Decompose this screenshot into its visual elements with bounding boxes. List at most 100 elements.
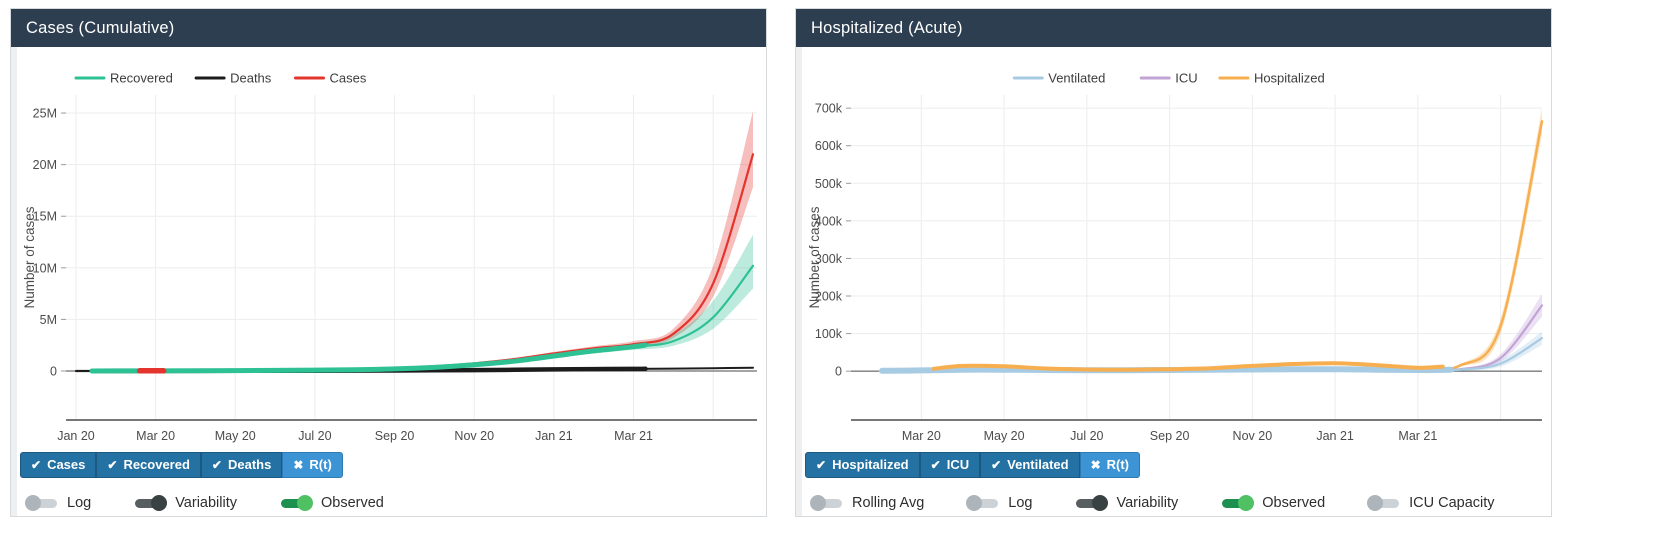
legend-item-deaths[interactable]: Deaths bbox=[194, 71, 272, 86]
svg-text:15M: 15M bbox=[33, 210, 57, 224]
svg-text:700k: 700k bbox=[815, 102, 843, 116]
series-observed-recovered bbox=[89, 342, 648, 374]
switch-track bbox=[135, 495, 168, 511]
svg-text:5M: 5M bbox=[40, 313, 57, 327]
switch-observed[interactable]: Observed bbox=[280, 495, 384, 511]
chart-option-switches: Log Variability Observed bbox=[25, 495, 766, 511]
svg-text:500k: 500k bbox=[815, 177, 843, 191]
svg-text:0: 0 bbox=[835, 365, 842, 379]
panel-cases-cumulative: Cases (Cumulative) 0 5M 10M 15M 20M 25M Jan 20… bbox=[10, 8, 767, 517]
svg-text:Jul 20: Jul 20 bbox=[298, 429, 331, 443]
switch-log[interactable]: Log bbox=[25, 495, 91, 511]
toggle-button-label: Hospitalized bbox=[832, 457, 909, 472]
y-axis-title: Number of cases bbox=[22, 206, 37, 308]
switch-knob bbox=[296, 495, 313, 511]
legend-item-icu[interactable]: ICU bbox=[1139, 71, 1198, 86]
switch-label: Variability bbox=[175, 495, 237, 511]
switch-label: Observed bbox=[320, 495, 384, 511]
switch-variability[interactable]: Variability bbox=[135, 495, 237, 511]
check-icon: ✔ bbox=[211, 457, 222, 472]
series-toggle-buttons: ✔ Cases ✔ Recovered ✔ Deaths ✖ R(t) bbox=[20, 452, 343, 478]
toggle-button-ventilated[interactable]: ✔ Ventilated bbox=[980, 452, 1080, 478]
switch-knob bbox=[1238, 495, 1255, 511]
check-icon: ✔ bbox=[31, 457, 42, 472]
switch-knob bbox=[25, 495, 41, 511]
switch-knob bbox=[1367, 495, 1384, 511]
svg-text:20M: 20M bbox=[33, 158, 57, 172]
x-icon: ✖ bbox=[293, 457, 304, 472]
svg-text:May 20: May 20 bbox=[984, 429, 1025, 443]
gridlines bbox=[851, 95, 1542, 420]
toggle-button-r-t[interactable]: ✖ R(t) bbox=[1079, 452, 1141, 478]
switch-log[interactable]: Log bbox=[966, 495, 1033, 511]
switch-label: Rolling Avg bbox=[852, 495, 925, 511]
svg-text:Jan 21: Jan 21 bbox=[535, 429, 573, 443]
switch-icu-capacity[interactable]: ICU Capacity bbox=[1367, 495, 1495, 511]
switch-track bbox=[1367, 495, 1400, 511]
x-axis-ticks: Mar 20 May 20 Jul 20 Sep 20 Nov 20 Jan 21 Mar … bbox=[902, 429, 1437, 443]
switch-track bbox=[810, 495, 842, 511]
toggle-button-icu[interactable]: ✔ ICU bbox=[919, 452, 981, 478]
series-toggle-buttons: ✔ Hospitalized ✔ ICU ✔ Ventilated ✖ R(t) bbox=[805, 452, 1141, 478]
panel-header: Hospitalized (Acute) bbox=[796, 9, 1551, 47]
legend-label: Ventilated bbox=[1048, 71, 1105, 86]
toggle-button-label: R(t) bbox=[309, 457, 332, 472]
switch-label: Log bbox=[1008, 495, 1033, 511]
toggle-button-label: Deaths bbox=[227, 457, 272, 472]
svg-text:25M: 25M bbox=[33, 107, 57, 121]
panel-title: Hospitalized (Acute) bbox=[811, 19, 963, 37]
switch-knob bbox=[966, 495, 983, 511]
toggle-button-recovered[interactable]: ✔ Recovered bbox=[96, 452, 201, 478]
svg-text:400k: 400k bbox=[815, 214, 843, 228]
svg-text:May 20: May 20 bbox=[215, 429, 256, 443]
switch-knob bbox=[1092, 495, 1109, 511]
legend-item-ventilated[interactable]: Ventilated bbox=[1012, 71, 1105, 86]
switch-knob bbox=[151, 495, 168, 511]
switch-label: Observed bbox=[1262, 495, 1326, 511]
legend-label: Cases bbox=[330, 71, 367, 86]
hospitalized-acute-chart: 0 100k 200k 300k 400k 500k 600k 700k Mar 20 May 2… bbox=[805, 52, 1548, 446]
switch-observed[interactable]: Observed bbox=[1222, 495, 1325, 511]
toggle-button-cases[interactable]: ✔ Cases bbox=[20, 452, 97, 478]
legend-item-cases[interactable]: Cases bbox=[294, 71, 367, 86]
toggle-button-hospitalized[interactable]: ✔ Hospitalized bbox=[805, 452, 920, 478]
toggle-button-label: Ventilated bbox=[1007, 457, 1069, 472]
chart-background bbox=[20, 52, 763, 446]
x-axis-ticks: Jan 20 Mar 20 May 20 Jul 20 Sep 20 Nov 20 Jan … bbox=[57, 429, 653, 443]
y-axis-ticks: 0 5M 10M 15M 20M 25M bbox=[33, 107, 66, 378]
panel-body: 0 5M 10M 15M 20M 25M Jan 20 Mar 20 May 20 Jul 20 S… bbox=[11, 47, 766, 516]
legend-label: Recovered bbox=[110, 71, 173, 86]
svg-text:0: 0 bbox=[50, 364, 57, 378]
svg-text:Jan 20: Jan 20 bbox=[57, 429, 95, 443]
switch-label: ICU Capacity bbox=[1409, 495, 1495, 511]
switch-track bbox=[966, 495, 999, 511]
toggle-button-deaths[interactable]: ✔ Deaths bbox=[200, 452, 283, 478]
check-icon: ✔ bbox=[816, 457, 827, 472]
cases-cumulative-chart: 0 5M 10M 15M 20M 25M Jan 20 Mar 20 May 20 Jul 20 S… bbox=[20, 52, 763, 446]
toggle-button-label: R(t) bbox=[1106, 457, 1130, 472]
legend-label: Deaths bbox=[230, 71, 272, 86]
legend-label: ICU bbox=[1175, 71, 1197, 86]
series-observed-hospitalized bbox=[931, 361, 1445, 372]
svg-text:100k: 100k bbox=[815, 327, 843, 341]
toggle-button-label: Cases bbox=[47, 457, 86, 472]
toggle-button-r-t[interactable]: ✖ R(t) bbox=[282, 452, 343, 478]
chart-option-switches: Rolling Avg Log Variability Observed ICU Cap… bbox=[810, 495, 1551, 511]
switch-label: Variability bbox=[1116, 495, 1179, 511]
switch-rolling-avg[interactable]: Rolling Avg bbox=[810, 495, 925, 511]
switch-variability[interactable]: Variability bbox=[1076, 495, 1178, 511]
toggle-button-label: ICU bbox=[946, 457, 970, 472]
dashboard: Cases (Cumulative) 0 5M 10M 15M 20M 25M Jan 20… bbox=[10, 8, 1552, 517]
legend-item-hospitalized[interactable]: Hospitalized bbox=[1218, 71, 1325, 86]
svg-text:300k: 300k bbox=[815, 252, 843, 266]
svg-text:Mar 21: Mar 21 bbox=[614, 429, 653, 443]
toggle-button-label: Recovered bbox=[123, 457, 190, 472]
svg-text:10M: 10M bbox=[33, 261, 57, 275]
check-icon: ✔ bbox=[930, 457, 941, 472]
check-icon: ✔ bbox=[991, 457, 1002, 472]
check-icon: ✔ bbox=[107, 457, 118, 472]
legend-label: Hospitalized bbox=[1254, 71, 1325, 86]
svg-text:Mar 20: Mar 20 bbox=[136, 429, 175, 443]
svg-text:Mar 20: Mar 20 bbox=[902, 429, 941, 443]
legend-item-recovered[interactable]: Recovered bbox=[74, 71, 173, 86]
